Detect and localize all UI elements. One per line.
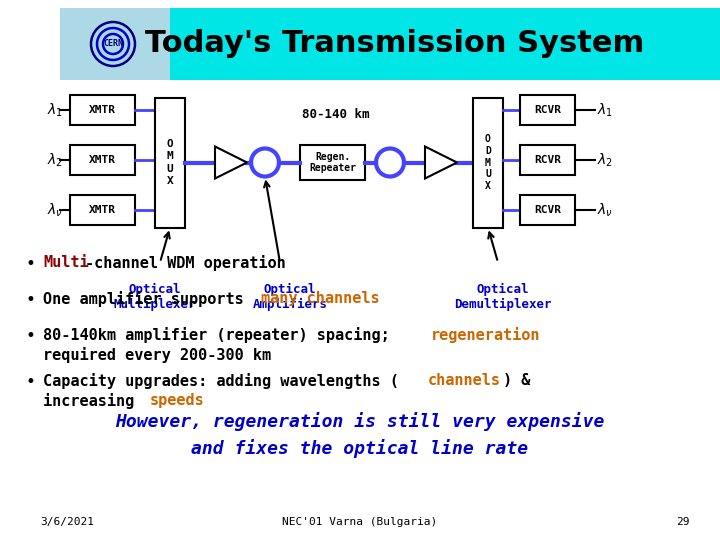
Text: RCVR: RCVR bbox=[534, 155, 561, 165]
Text: Capacity upgrades: adding wavelengths (: Capacity upgrades: adding wavelengths ( bbox=[43, 373, 399, 389]
Polygon shape bbox=[425, 146, 457, 179]
Text: •: • bbox=[25, 255, 35, 273]
Text: 80-140 km: 80-140 km bbox=[302, 108, 370, 121]
Text: required every 200-300 km: required every 200-300 km bbox=[43, 347, 271, 363]
Text: O
D
M
U
X: O D M U X bbox=[485, 134, 491, 191]
Text: -channel WDM operation: -channel WDM operation bbox=[85, 255, 286, 271]
Text: 29: 29 bbox=[677, 517, 690, 527]
Bar bbox=[70, 195, 135, 225]
Text: $\lambda_2$: $\lambda_2$ bbox=[597, 151, 613, 168]
Bar bbox=[70, 145, 135, 175]
Bar bbox=[60, 8, 170, 80]
Text: Regen.
Repeater: Regen. Repeater bbox=[309, 152, 356, 173]
Bar bbox=[520, 95, 575, 125]
Text: XMTR: XMTR bbox=[89, 155, 116, 165]
Text: XMTR: XMTR bbox=[89, 205, 116, 215]
Bar bbox=[520, 145, 575, 175]
Text: $\lambda_1$: $\lambda_1$ bbox=[597, 102, 613, 119]
Text: One amplifier supports: One amplifier supports bbox=[43, 291, 253, 307]
Bar bbox=[60, 8, 720, 80]
Bar bbox=[473, 98, 503, 227]
Text: channels: channels bbox=[428, 373, 501, 388]
Text: Optical
Multiplexer: Optical Multiplexer bbox=[114, 282, 197, 310]
Text: CERN: CERN bbox=[103, 39, 123, 49]
Text: Multi: Multi bbox=[43, 255, 89, 270]
Text: $\lambda_1$: $\lambda_1$ bbox=[47, 102, 63, 119]
Bar bbox=[300, 145, 365, 180]
Text: many channels: many channels bbox=[261, 291, 379, 306]
Text: RCVR: RCVR bbox=[534, 205, 561, 215]
Text: regeneration: regeneration bbox=[431, 327, 541, 343]
Text: $\lambda_\nu$: $\lambda_\nu$ bbox=[597, 201, 613, 219]
Text: •: • bbox=[25, 291, 35, 309]
Text: However, regeneration is still very expensive
and fixes the optical line rate: However, regeneration is still very expe… bbox=[115, 412, 605, 458]
Polygon shape bbox=[215, 146, 247, 179]
Bar bbox=[155, 98, 185, 227]
Text: O
M
U
X: O M U X bbox=[166, 139, 174, 186]
Text: XMTR: XMTR bbox=[89, 105, 116, 115]
Text: •: • bbox=[25, 327, 35, 345]
Text: $\lambda_2$: $\lambda_2$ bbox=[47, 151, 63, 168]
Text: $\lambda_\nu$: $\lambda_\nu$ bbox=[47, 201, 63, 219]
Text: 3/6/2021: 3/6/2021 bbox=[40, 517, 94, 527]
Text: increasing: increasing bbox=[43, 393, 143, 409]
Text: speeds: speeds bbox=[150, 393, 204, 408]
Text: RCVR: RCVR bbox=[534, 105, 561, 115]
Bar bbox=[70, 95, 135, 125]
Text: Optical
Amplifiers: Optical Amplifiers bbox=[253, 282, 328, 310]
Text: 80-140km amplifier (repeater) spacing;: 80-140km amplifier (repeater) spacing; bbox=[43, 327, 399, 343]
Text: •: • bbox=[25, 373, 35, 391]
Text: Today's Transmission System: Today's Transmission System bbox=[145, 30, 644, 58]
Text: Optical
Demultiplexer: Optical Demultiplexer bbox=[454, 282, 552, 310]
Text: ) &: ) & bbox=[503, 373, 531, 388]
Bar bbox=[520, 195, 575, 225]
Text: NEC'01 Varna (Bulgaria): NEC'01 Varna (Bulgaria) bbox=[282, 517, 438, 527]
